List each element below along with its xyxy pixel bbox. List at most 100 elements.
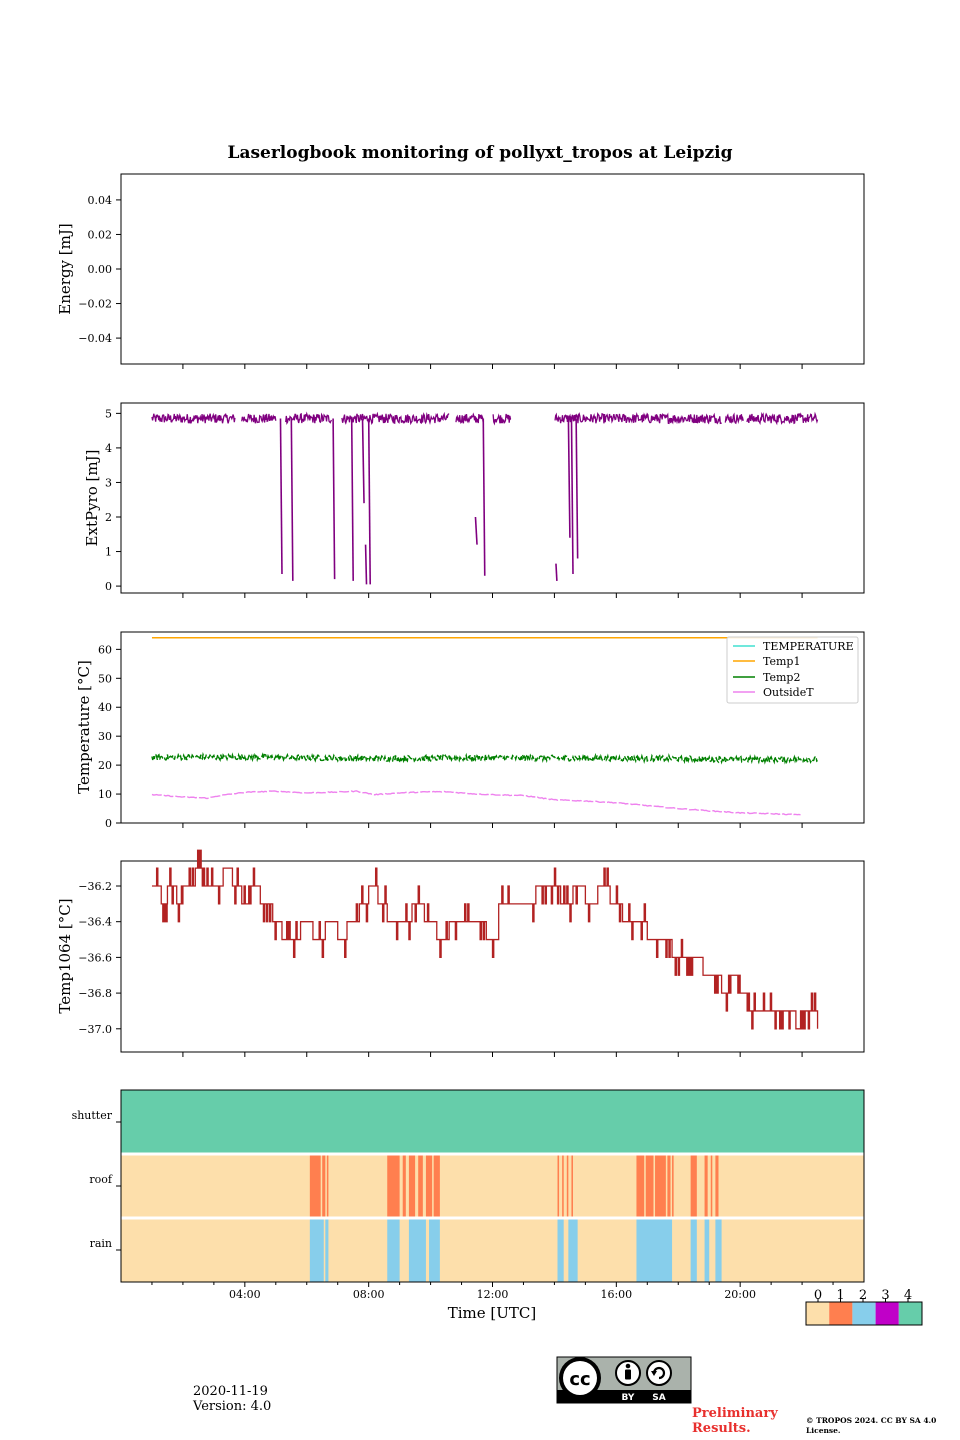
extpyro-ytick-label: 0 (105, 580, 112, 593)
extpyro-drop (570, 418, 574, 575)
status-segment-rain (557, 1218, 564, 1282)
colorbar-swatch-1 (829, 1302, 853, 1325)
status-xtick-label: 20:00 (724, 1288, 756, 1301)
sa-share-alike-icon (646, 1360, 672, 1386)
energy-panel: Energy [mJ] 0.04 0.02 0.00 −0.02 −0.04 (56, 173, 865, 369)
extpyro-drop (279, 418, 283, 575)
status-segment-roof (672, 1154, 674, 1218)
status-segment-roof (710, 1154, 713, 1218)
extpyro-ytick-label: 1 (105, 546, 112, 559)
status-segment-rain (568, 1218, 578, 1282)
status-segment-roof (557, 1154, 560, 1218)
colorbar-swatch-4 (898, 1302, 922, 1325)
status-segment-rain (325, 1218, 329, 1282)
energy-ytick-label: 0.02 (88, 228, 113, 241)
status-segment-roof (704, 1154, 708, 1218)
copyright-notice: © TROPOS 2024. CC BY SA 4.0 License. (806, 1416, 937, 1435)
footer-date: 2020-11-19 (193, 1384, 268, 1399)
status-xtick-label: 12:00 (477, 1288, 509, 1301)
status-segment-roof (690, 1154, 697, 1218)
extpyro-drop (367, 418, 372, 585)
temp1064-ytick-label: −36.8 (78, 987, 112, 1000)
temp1064-ytick-label: −36.6 (78, 951, 112, 964)
legend-label-temp2: Temp2 (763, 671, 800, 684)
temperature-ylabel: Temperature [°C] (75, 660, 93, 794)
extpyro-ytick-label: 2 (105, 511, 112, 524)
status-segment-roof (418, 1154, 423, 1218)
status-segment-roof (636, 1154, 645, 1218)
extpyro-drop (350, 418, 354, 581)
status-row-label: roof (89, 1173, 113, 1186)
temp1064-ylabel: Temp1064 [°C] (56, 898, 74, 1013)
colorbar-tick-label: 4 (904, 1288, 912, 1303)
temperature-ytick-label: 40 (98, 701, 112, 714)
extpyro-series-line (492, 413, 512, 426)
cc-badge-by-label: BY (622, 1393, 635, 1403)
status-segment-rain (715, 1218, 722, 1282)
status-row-shutter (121, 1090, 864, 1154)
temperature-ytick-label: 20 (98, 759, 112, 772)
temp1064-ytick-label: −36.4 (78, 916, 112, 929)
status-segment-rain (429, 1218, 440, 1282)
colorbar-tick-label: 2 (859, 1288, 867, 1303)
colorbar-tick-label: 3 (881, 1288, 889, 1303)
status-xlabel: Time [UTC] (448, 1304, 537, 1322)
extpyro-drop (567, 418, 571, 538)
status-segment-roof (645, 1154, 654, 1218)
extpyro-axes-frame (120, 402, 865, 594)
status-segment-rain (636, 1218, 673, 1282)
status-row-roof (121, 1154, 864, 1218)
cc-license-badge: cc BY SA (556, 1356, 692, 1404)
temp1064-series-line (151, 849, 819, 1030)
energy-ytick-label: 0.00 (88, 263, 113, 276)
status-segment-roof (667, 1154, 671, 1218)
energy-ylabel: Energy [mJ] (56, 223, 74, 314)
status-xtick-label: 04:00 (229, 1288, 261, 1301)
status-segment-rain (387, 1218, 400, 1282)
temp1064-panel: Temp1064 [°C] −36.2 −36.4 −36.6 −36.8 −37.0 (56, 849, 865, 1057)
status-segment-rain (690, 1218, 697, 1282)
status-segment-roof (425, 1154, 433, 1218)
status-segment-roof (566, 1154, 569, 1218)
extpyro-series-line (724, 412, 744, 425)
temperature-panel: Temperature [°C] 60 50 40 30 20 10 0 TEMPERATU… (75, 631, 865, 830)
temperature-ytick-label: 50 (98, 672, 112, 685)
status-segment-roof (571, 1154, 573, 1218)
status-row-label: shutter (72, 1109, 113, 1122)
extpyro-fragment (555, 563, 558, 581)
extpyro-panel: ExtPyro [mJ] 5 4 3 2 1 0 (83, 402, 865, 598)
temp2-series-line (151, 751, 818, 765)
colorbar-swatch-3 (875, 1302, 899, 1325)
extpyro-drop (332, 418, 336, 580)
temperature-legend: TEMPERATURE Temp1 Temp2 OutsideT (726, 636, 859, 704)
svg-text:cc: cc (569, 1369, 590, 1390)
legend-box (726, 636, 859, 704)
status-xtick-label: 16:00 (600, 1288, 632, 1301)
temp1064-ytick-label: −36.2 (78, 880, 112, 893)
extpyro-drop (575, 418, 579, 559)
extpyro-ylabel: ExtPyro [mJ] (83, 450, 101, 547)
temperature-ytick-label: 30 (98, 730, 112, 743)
extpyro-ytick-label: 3 (105, 476, 112, 489)
status-segment-roof (562, 1154, 564, 1218)
legend-label-temperature: TEMPERATURE (763, 640, 854, 653)
status-segment-roof (402, 1154, 406, 1218)
preliminary-results-note: Preliminary Results. (692, 1406, 778, 1436)
extpyro-series-line (455, 412, 484, 425)
status-segment-roof (655, 1154, 666, 1218)
extpyro-fragment (474, 516, 478, 545)
legend-label-temp1: Temp1 (763, 655, 800, 668)
status-segment-roof (408, 1154, 416, 1218)
cc-logo-icon: cc (559, 1357, 601, 1399)
by-person-icon (615, 1360, 641, 1386)
colorbar-swatch-0 (806, 1302, 830, 1325)
temp1064-ytick-label: −37.0 (78, 1023, 112, 1036)
energy-ytick-label: −0.04 (78, 332, 112, 345)
status-xtick-label: 08:00 (353, 1288, 385, 1301)
extpyro-series-line (241, 413, 277, 424)
extpyro-series-line (285, 411, 333, 426)
status-segment-roof (322, 1154, 326, 1218)
status-segment-roof (326, 1154, 329, 1218)
extpyro-ytick-label: 4 (105, 442, 112, 455)
colorbar-frame (805, 1301, 923, 1326)
